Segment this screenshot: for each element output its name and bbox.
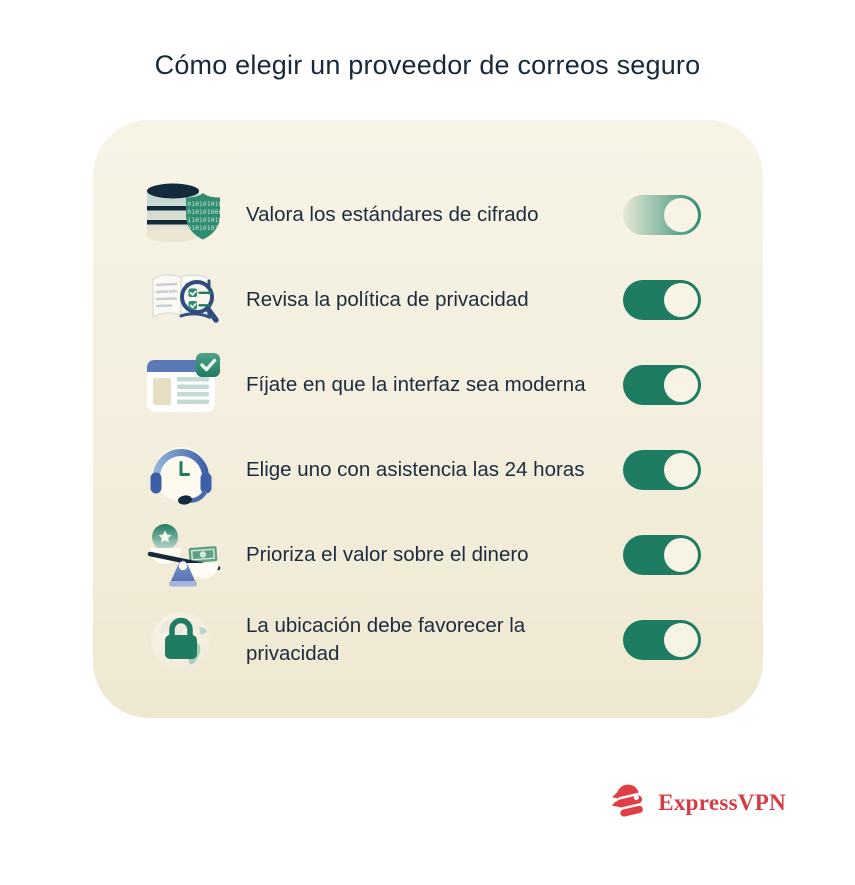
scale-value-icon	[138, 515, 230, 595]
toggle-knob[interactable]	[664, 622, 698, 657]
toggle-switch[interactable]	[623, 619, 701, 660]
checklist-row-value: Prioriza el valor sobre el dinero	[138, 512, 701, 597]
checklist-row-encryption: 1010101010 1010101000 0110101010 1010101…	[138, 172, 701, 257]
row-label: Prioriza el valor sobre el dinero	[246, 542, 529, 566]
toggle-switch[interactable]	[623, 279, 701, 320]
toggle-knob[interactable]	[664, 452, 698, 487]
row-label: Valora los estándares de cifrado	[246, 202, 539, 226]
checklist-row-privacy-policy: Revisa la política de privacidad	[138, 257, 701, 342]
toggle-switch[interactable]	[623, 449, 701, 490]
row-label: Revisa la política de privacidad	[246, 287, 529, 311]
toggle-knob[interactable]	[664, 282, 698, 317]
checklist-card: 1010101010 1010101000 0110101010 1010101…	[93, 120, 763, 718]
expressvpn-logo: ExpressVPN	[607, 779, 786, 826]
toggle-knob[interactable]	[664, 537, 698, 572]
row-label: La ubicación debe favorecer la privacida…	[246, 614, 526, 665]
book-magnifier-icon	[138, 260, 230, 340]
binary-text: 1010101010	[183, 201, 222, 208]
checklist-row-location: La ubicación debe favorecer la privacida…	[138, 597, 701, 682]
binary-text: 1010101010	[183, 225, 222, 232]
interface-check-icon	[138, 345, 230, 425]
checklist-row-support: Elige uno con asistencia las 24 horas	[138, 427, 701, 512]
row-label: Elige uno con asistencia las 24 horas	[246, 457, 585, 481]
toggle-switch[interactable]	[623, 194, 701, 235]
expressvpn-logo-icon	[607, 779, 651, 826]
page-title: Cómo elegir un proveedor de correos segu…	[154, 50, 701, 80]
database-shield-icon: 1010101010 1010101000 0110101010 1010101…	[138, 175, 230, 255]
toggle-switch[interactable]	[623, 364, 701, 405]
headset-clock-icon	[138, 430, 230, 510]
toggle-knob[interactable]	[664, 367, 698, 402]
row-label: Fíjate en que la interfaz sea moderna	[246, 372, 586, 396]
expressvpn-wordmark: ExpressVPN	[658, 789, 786, 815]
toggle-knob[interactable]	[664, 197, 698, 232]
toggle-switch[interactable]	[623, 534, 701, 575]
binary-text: 0110101010	[183, 217, 222, 224]
binary-text: 1010101000	[183, 209, 222, 216]
globe-lock-icon	[138, 600, 230, 680]
checklist-row-interface: Fíjate en que la interfaz sea moderna	[138, 342, 701, 427]
